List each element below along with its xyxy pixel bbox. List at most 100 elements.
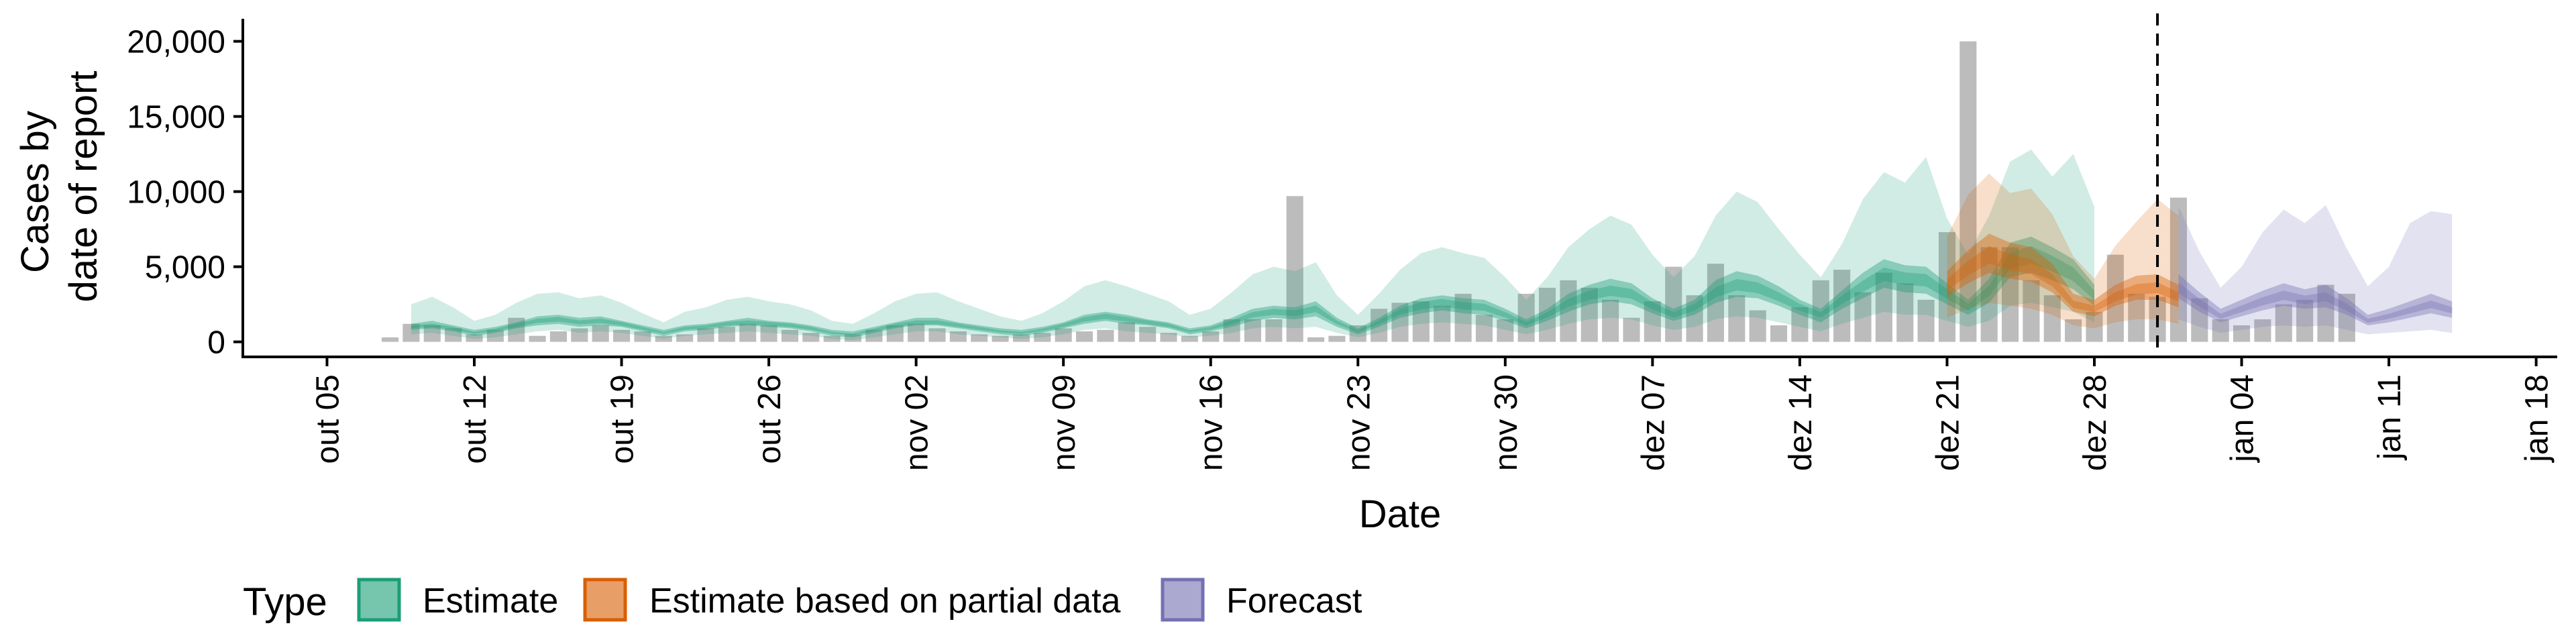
bar bbox=[1560, 280, 1577, 342]
legend-label-partial: Estimate based on partial data bbox=[649, 582, 1121, 621]
bar bbox=[1391, 303, 1409, 342]
bar bbox=[2317, 284, 2334, 342]
bar bbox=[1244, 319, 1261, 342]
bar bbox=[2233, 325, 2251, 342]
bar bbox=[571, 328, 588, 342]
bar bbox=[466, 334, 483, 342]
y-tick-label: 10,000 bbox=[127, 175, 225, 211]
x-tick-label: nov 02 bbox=[900, 374, 935, 471]
bar bbox=[634, 331, 651, 342]
x-tick-label: out 12 bbox=[458, 374, 493, 464]
x-tick-label: dez 21 bbox=[1930, 374, 1966, 471]
bar bbox=[1307, 337, 1325, 342]
estimate-based-on-partial-data-band-median bbox=[1947, 246, 2179, 313]
bar bbox=[1770, 325, 1788, 342]
bar bbox=[1707, 264, 1724, 342]
y-axis-ticks: 0 5,000 10,000 15,000 20,000 bbox=[127, 25, 243, 361]
bar bbox=[2065, 319, 2082, 342]
bar bbox=[1076, 331, 1093, 342]
x-tick-label: jan 04 bbox=[2225, 374, 2261, 464]
x-tick-label: dez 07 bbox=[1635, 374, 1671, 471]
bar bbox=[1791, 307, 1809, 342]
bar bbox=[1539, 287, 1556, 342]
estimate-band-90 bbox=[411, 149, 2095, 341]
y-axis-title-line-2: date of report bbox=[62, 71, 105, 303]
bar bbox=[802, 333, 820, 342]
bar bbox=[2106, 254, 2124, 342]
bar bbox=[592, 325, 609, 342]
bar bbox=[949, 331, 967, 342]
bar bbox=[1665, 266, 1682, 342]
bar bbox=[529, 335, 546, 342]
bar bbox=[1875, 272, 1892, 342]
bar bbox=[2023, 280, 2040, 342]
bar bbox=[676, 334, 694, 342]
bar bbox=[1202, 331, 1220, 342]
forecast-band-50 bbox=[2178, 274, 2453, 325]
bar bbox=[991, 335, 1009, 342]
y-tick-label: 5,000 bbox=[145, 250, 225, 286]
bar bbox=[1223, 319, 1240, 342]
bar bbox=[1265, 319, 1283, 342]
legend-title: Type bbox=[243, 580, 327, 624]
bar bbox=[1434, 305, 1451, 342]
bar bbox=[1960, 41, 1977, 342]
bar bbox=[1286, 196, 1303, 342]
bar bbox=[1728, 295, 1746, 342]
x-tick-label: dez 14 bbox=[1783, 374, 1819, 471]
legend-swatch-forecast bbox=[1161, 578, 1205, 622]
bar bbox=[2043, 295, 2061, 342]
estimate-band-50 bbox=[411, 236, 2095, 337]
x-tick-label: out 26 bbox=[752, 374, 788, 464]
x-tick-label: nov 23 bbox=[1341, 374, 1377, 471]
legend-label-estimate: Estimate bbox=[423, 582, 558, 621]
bar bbox=[549, 331, 567, 342]
bar bbox=[1938, 232, 1955, 342]
bar bbox=[1454, 293, 1472, 342]
bar bbox=[1055, 328, 1072, 342]
legend-label-forecast: Forecast bbox=[1226, 582, 1362, 621]
bar bbox=[1412, 301, 1430, 342]
bar bbox=[760, 325, 777, 342]
bar bbox=[823, 335, 841, 342]
bar bbox=[1602, 299, 1619, 342]
bar bbox=[1896, 283, 1914, 342]
bar bbox=[613, 329, 631, 342]
bar bbox=[1328, 335, 1346, 342]
bar bbox=[718, 327, 735, 342]
y-tick-label: 20,000 bbox=[127, 25, 225, 60]
bar bbox=[1497, 319, 1514, 342]
bar bbox=[697, 328, 714, 342]
bar bbox=[2275, 304, 2292, 342]
x-tick-label: nov 09 bbox=[1046, 374, 1082, 471]
y-tick-label: 0 bbox=[207, 325, 225, 361]
bar bbox=[1139, 327, 1157, 342]
x-tick-label: nov 16 bbox=[1194, 374, 1230, 471]
bar bbox=[1097, 329, 1114, 342]
bar bbox=[2191, 298, 2208, 342]
bar bbox=[1749, 310, 1766, 342]
estimate-based-on-partial-data-band-90 bbox=[1947, 173, 2179, 329]
bar bbox=[1812, 280, 1829, 342]
bar bbox=[908, 323, 925, 342]
bar bbox=[2128, 293, 2145, 342]
bar bbox=[1517, 293, 1535, 342]
bar bbox=[1686, 295, 1703, 342]
forecast-band-90 bbox=[2178, 205, 2453, 335]
x-tick-label: out 19 bbox=[605, 374, 641, 464]
bar bbox=[739, 323, 757, 342]
x-tick-label: jan 11 bbox=[2372, 374, 2408, 461]
estimate-band-median bbox=[411, 246, 2095, 335]
x-tick-label: nov 30 bbox=[1489, 374, 1524, 471]
x-tick-label: out 05 bbox=[310, 374, 345, 464]
bar bbox=[886, 325, 904, 342]
bar bbox=[781, 329, 798, 342]
bar bbox=[2212, 319, 2229, 342]
bar bbox=[1833, 270, 1851, 342]
bar bbox=[445, 328, 462, 342]
x-axis-ticks: out 05 out 12 out 19 out 26 nov 02 nov 09 nov … bbox=[310, 357, 2555, 471]
bar bbox=[1980, 247, 1998, 342]
x-tick-label: jan 18 bbox=[2520, 374, 2555, 464]
bar bbox=[1012, 334, 1030, 342]
bar bbox=[1349, 325, 1366, 342]
